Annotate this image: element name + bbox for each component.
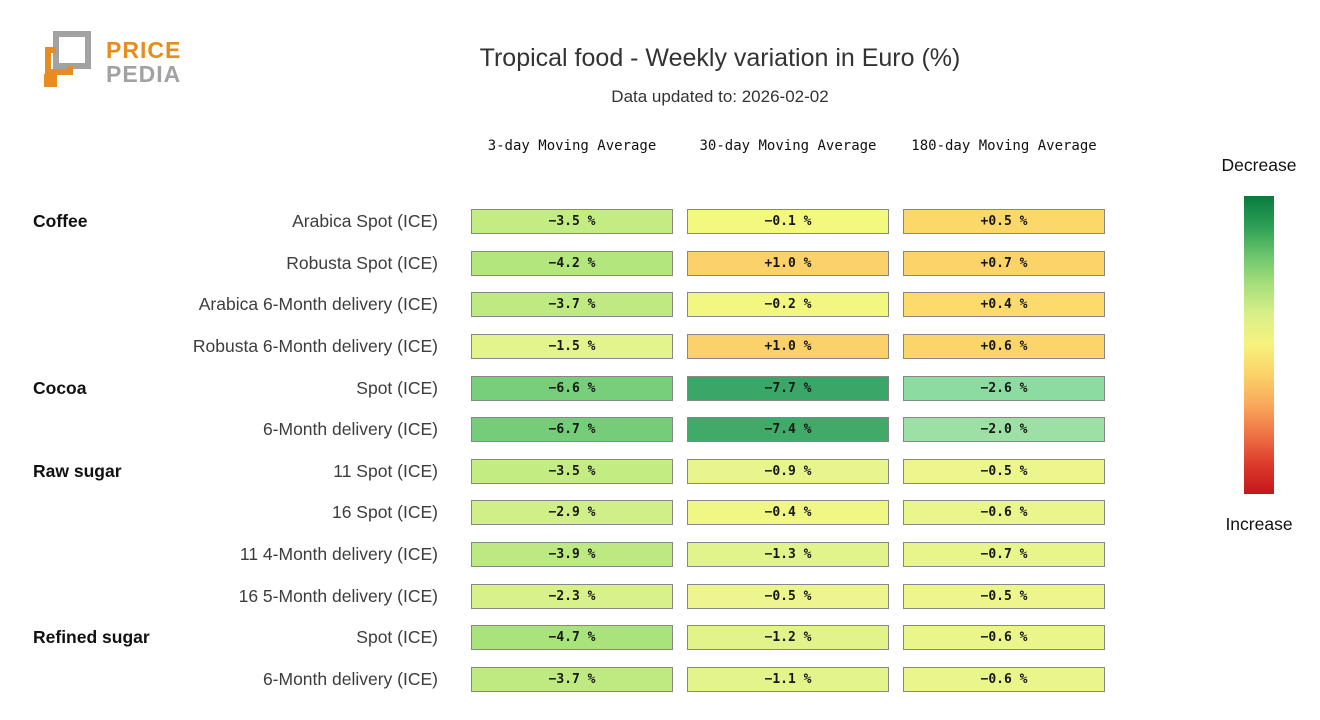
heatmap-cell: −4.7 % — [471, 625, 673, 651]
row-group-label: Raw sugar — [33, 460, 122, 481]
row-label: 11 4-Month delivery (ICE) — [239, 544, 438, 565]
column-header-180day: 180-day Moving Average — [911, 138, 1097, 154]
heatmap-cell: +0.4 % — [903, 292, 1105, 318]
heatmap-cell: −3.7 % — [471, 666, 673, 692]
heatmap-cell: −1.5 % — [471, 334, 673, 360]
table-row: Coffee Arabica Spot (ICE) −3.5 % −0.1 % +0.5… — [33, 201, 1105, 243]
heatmap-cell: −3.5 % — [471, 458, 673, 484]
table-row: 16 5-Month delivery (ICE) −2.3 % −0.5 % −0.… — [33, 575, 1105, 617]
heatmap-cell: −0.5 % — [687, 583, 889, 609]
heatmap-cell: −0.5 % — [903, 583, 1105, 609]
table-row: 6-Month delivery (ICE) −3.7 % −1.1 % −0.6 % — [33, 659, 1105, 701]
row-label: 16 Spot (ICE) — [331, 502, 438, 523]
row-label: Spot (ICE) — [356, 627, 438, 648]
table-row: Robusta Spot (ICE) −4.2 % +1.0 % +0.7 % — [33, 243, 1105, 285]
column-header-30day: 30-day Moving Average — [699, 138, 877, 154]
heatmap-cell: −2.6 % — [903, 375, 1105, 401]
table-row: 6-Month delivery (ICE) −6.7 % −7.4 % −2.0 % — [33, 409, 1105, 451]
heatmap-cell: −6.7 % — [471, 417, 673, 443]
heatmap-cell: +0.7 % — [903, 250, 1105, 276]
heatmap-cell: +1.0 % — [687, 334, 889, 360]
heatmap-cell: −1.1 % — [687, 666, 889, 692]
heatmap-cell: +0.6 % — [903, 334, 1105, 360]
table-row: Refined sugar Spot (ICE) −4.7 % −1.2 % −0.6 … — [33, 617, 1105, 659]
heatmap-cell: −7.4 % — [687, 417, 889, 443]
row-group-label: Coffee — [33, 211, 88, 232]
pricepedia-logo: PRICE PEDIA — [40, 30, 181, 88]
table-row: Robusta 6-Month delivery (ICE) −1.5 % +1.0… — [33, 326, 1105, 368]
row-label: Robusta Spot (ICE) — [286, 252, 438, 273]
heatmap-cell: −1.3 % — [687, 542, 889, 568]
heatmap-rows: Coffee Arabica Spot (ICE) −3.5 % −0.1 % +0.5… — [33, 201, 1105, 700]
column-header-3day: 3-day Moving Average — [487, 138, 657, 154]
page-title: Tropical food - Weekly variation in Euro… — [479, 44, 961, 72]
pricepedia-logo-text: PRICE PEDIA — [106, 30, 181, 86]
heatmap-cell: −0.7 % — [903, 542, 1105, 568]
heatmap-cell: −3.9 % — [471, 542, 673, 568]
legend-decrease-label: Decrease — [1221, 155, 1297, 175]
row-label: 16 5-Month delivery (ICE) — [238, 585, 438, 606]
heatmap-cell: −0.9 % — [687, 458, 889, 484]
heatmap-cell: −0.4 % — [687, 500, 889, 526]
table-row: Cocoa Spot (ICE) −6.6 % −7.7 % −2.6 % — [33, 367, 1105, 409]
heatmap-cell: −7.7 % — [687, 375, 889, 401]
heatmap-cell: −2.0 % — [903, 417, 1105, 443]
heatmap-cell: −3.7 % — [471, 292, 673, 318]
heatmap-cell: −1.2 % — [687, 625, 889, 651]
table-row: Raw sugar 11 Spot (ICE) −3.5 % −0.9 % −0.5 % — [33, 451, 1105, 493]
heatmap-cell: −0.2 % — [687, 292, 889, 318]
heatmap-cell: −4.2 % — [471, 250, 673, 276]
legend-increase-label: Increase — [1225, 514, 1293, 534]
row-group-label: Refined sugar — [33, 627, 150, 648]
row-label: Arabica 6-Month delivery (ICE) — [198, 294, 438, 315]
logo-word-pedia: PEDIA — [106, 61, 182, 88]
column-headers: 3-day Moving Average 30-day Moving Avera… — [471, 136, 1119, 156]
heatmap-cell: −2.3 % — [471, 583, 673, 609]
heatmap-cell: −6.6 % — [471, 375, 673, 401]
heatmap-cell: −0.6 % — [903, 666, 1105, 692]
heatmap-cell: −0.6 % — [903, 500, 1105, 526]
table-row: Arabica 6-Month delivery (ICE) −3.7 % −0.2… — [33, 284, 1105, 326]
heatmap-cell: −0.1 % — [687, 209, 889, 235]
heatmap-cell: −0.5 % — [903, 458, 1105, 484]
heatmap-cell: +1.0 % — [687, 250, 889, 276]
pricepedia-logo-icon — [44, 31, 91, 87]
row-label: 6-Month delivery (ICE) — [262, 668, 438, 689]
row-label: Robusta 6-Month delivery (ICE) — [192, 336, 438, 357]
page-subtitle: Data updated to: 2026-02-02 — [611, 87, 829, 106]
row-label: Spot (ICE) — [356, 377, 438, 398]
row-label: Arabica Spot (ICE) — [292, 211, 438, 232]
table-row: 11 4-Month delivery (ICE) −3.9 % −1.3 % −0.… — [33, 534, 1105, 576]
colorbar-gradient — [1244, 196, 1274, 494]
row-group-label: Cocoa — [33, 377, 87, 398]
row-label: 6-Month delivery (ICE) — [262, 419, 438, 440]
heatmap-cell: −2.9 % — [471, 500, 673, 526]
logo-word-price: PRICE — [106, 37, 182, 63]
heatmap-cell: +0.5 % — [903, 209, 1105, 235]
row-label: 11 Spot (ICE) — [333, 460, 438, 481]
heatmap-cell: −0.6 % — [903, 625, 1105, 651]
table-row: 16 Spot (ICE) −2.9 % −0.4 % −0.6 % — [33, 492, 1105, 534]
heatmap-cell: −3.5 % — [471, 209, 673, 235]
